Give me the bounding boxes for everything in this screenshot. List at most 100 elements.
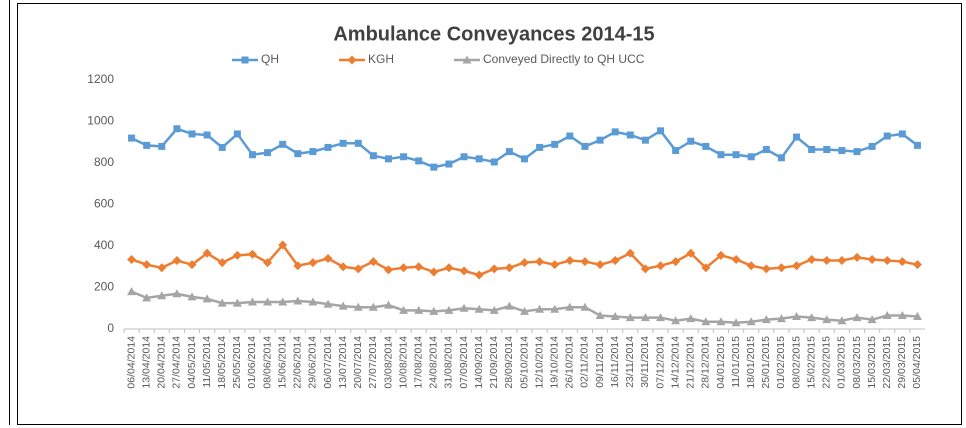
x-tick-label: 10/08/2014 — [397, 336, 409, 389]
x-tick-label: 05/10/2014 — [518, 336, 530, 389]
data-point — [731, 318, 741, 327]
data-point — [323, 299, 333, 308]
data-point — [278, 240, 288, 250]
data-point — [143, 141, 151, 149]
legend-marker — [241, 56, 249, 64]
data-point — [595, 311, 605, 320]
data-point — [142, 293, 152, 302]
x-tick-label: 08/03/2015 — [851, 336, 863, 389]
data-point — [792, 261, 802, 271]
data-point — [263, 297, 273, 306]
data-point — [536, 143, 544, 151]
data-point — [430, 163, 438, 171]
data-point — [520, 306, 529, 315]
data-point — [232, 298, 242, 307]
data-point — [823, 146, 831, 154]
data-point — [308, 258, 318, 268]
x-tick-label: 24/08/2014 — [428, 336, 440, 389]
data-point — [293, 296, 303, 305]
data-point — [187, 292, 197, 301]
data-point — [551, 140, 559, 148]
data-point — [640, 313, 650, 322]
data-point — [520, 258, 529, 268]
data-point — [414, 262, 424, 272]
x-tick-label: 04/05/2014 — [186, 336, 198, 389]
data-point — [460, 153, 468, 161]
x-tick-label: 06/07/2014 — [322, 336, 334, 389]
x-tick-label: 18/01/2015 — [745, 336, 757, 389]
data-point — [504, 301, 514, 310]
data-point — [822, 315, 832, 324]
x-tick-label: 07/12/2014 — [654, 336, 666, 389]
data-point — [626, 131, 634, 139]
x-tick-label: 13/07/2014 — [337, 336, 349, 389]
data-point — [687, 137, 695, 145]
data-point — [339, 139, 347, 147]
x-tick-label: 28/09/2014 — [503, 336, 515, 389]
data-point — [535, 257, 545, 267]
data-point — [309, 148, 317, 156]
data-point — [716, 317, 726, 326]
data-point — [414, 305, 424, 314]
data-point — [383, 265, 393, 275]
data-point — [580, 302, 590, 311]
x-tick-label: 23/11/2014 — [624, 336, 636, 388]
x-tick-label: 09/11/2014 — [594, 336, 606, 388]
x-tick-label: 21/12/2014 — [685, 336, 697, 389]
y-tick-label: 200 — [94, 280, 114, 294]
data-point — [882, 311, 892, 320]
x-tick-label: 22/03/2015 — [881, 336, 893, 389]
data-point — [656, 261, 666, 271]
data-point — [475, 155, 483, 163]
data-point — [383, 300, 393, 309]
data-point — [293, 261, 303, 271]
data-point — [852, 252, 862, 262]
data-point — [459, 266, 469, 276]
data-point — [474, 270, 484, 280]
x-tick-label: 28/12/2014 — [700, 336, 712, 389]
data-point — [716, 250, 726, 260]
data-point — [338, 262, 348, 272]
data-point — [232, 250, 242, 260]
x-tick-label: 25/05/2014 — [231, 336, 243, 389]
data-point — [897, 311, 907, 320]
data-point — [897, 257, 907, 267]
data-point — [868, 142, 876, 150]
data-point — [505, 148, 513, 156]
data-point — [294, 150, 302, 158]
data-point — [883, 132, 891, 140]
data-point — [474, 304, 484, 313]
y-tick-label: 0 — [107, 321, 114, 335]
data-point — [596, 136, 604, 144]
data-point — [353, 302, 363, 311]
data-point — [263, 258, 273, 268]
data-point — [595, 260, 605, 270]
data-point — [838, 147, 846, 155]
data-point — [415, 157, 423, 165]
data-point — [792, 312, 802, 321]
data-point — [882, 256, 892, 266]
x-tick-label: 26/10/2014 — [564, 336, 576, 389]
x-tick-label: 15/02/2015 — [805, 336, 817, 389]
data-point — [429, 306, 439, 315]
data-point — [867, 254, 877, 264]
x-tick-label: 08/06/2014 — [261, 336, 273, 389]
data-point — [187, 260, 197, 270]
x-tick-label: 07/09/2014 — [458, 336, 470, 389]
data-point — [202, 294, 212, 303]
data-point — [247, 297, 257, 306]
data-point — [640, 264, 650, 274]
data-point — [611, 128, 619, 136]
data-point — [203, 131, 211, 139]
data-point — [776, 263, 786, 273]
data-point — [308, 297, 318, 306]
data-point — [746, 261, 756, 271]
data-point — [459, 303, 469, 312]
data-point — [867, 315, 877, 324]
data-point — [807, 313, 817, 322]
data-point — [217, 298, 227, 307]
x-tick-label: 30/11/2014 — [639, 336, 651, 388]
data-point — [853, 148, 861, 156]
x-tick-label: 20/04/2014 — [156, 336, 168, 389]
data-point — [324, 143, 332, 151]
